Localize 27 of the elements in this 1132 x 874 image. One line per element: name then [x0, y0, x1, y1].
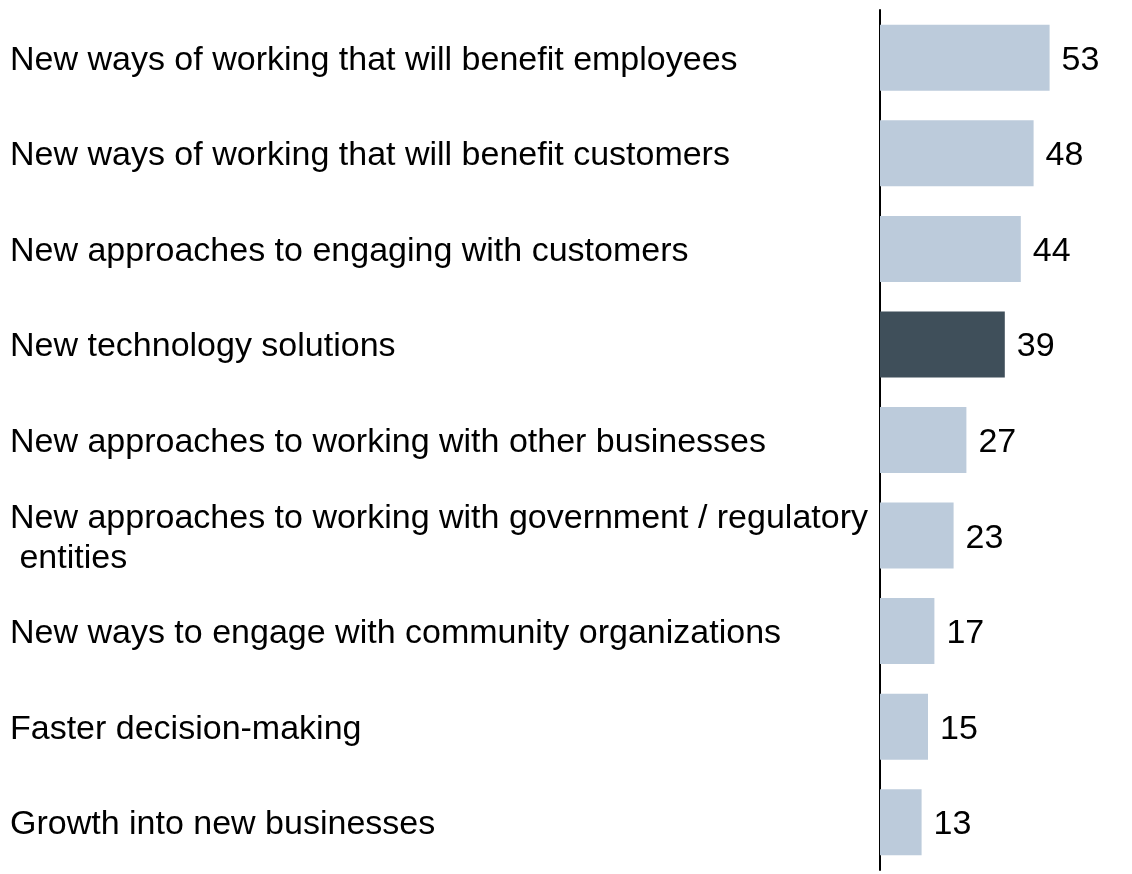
- bar: [880, 24, 1050, 91]
- data-label: 27: [978, 421, 1017, 459]
- y-tick-label: New technology solutions: [10, 325, 396, 364]
- data-label: 13: [933, 803, 972, 842]
- y-tick-label: Growth into new businesses: [10, 803, 436, 842]
- y-tick-label: New approaches to working with government / regulatory entities: [10, 496, 868, 575]
- y-tick-label: New approaches to engaging with customers: [10, 229, 689, 268]
- data-label: 15: [940, 707, 978, 746]
- data-label: 44: [1032, 229, 1071, 268]
- bar: [880, 789, 922, 856]
- y-tick-label: New ways of working that will benefit employees: [10, 38, 738, 77]
- data-label: 17: [946, 612, 985, 651]
- y-tick-label: New ways to engage with community organizations: [10, 612, 782, 651]
- bar: [880, 311, 1005, 378]
- data-label: 53: [1061, 38, 1100, 77]
- bar: [880, 407, 967, 473]
- bar: [880, 693, 928, 760]
- bar: [880, 598, 935, 665]
- data-label: 48: [1045, 134, 1084, 173]
- y-tick-label: New ways of working that will benefit customers: [10, 134, 730, 173]
- bar: [880, 502, 954, 569]
- y-tick-label: New approaches to working with other businesses: [10, 421, 766, 459]
- bar: [880, 215, 1021, 282]
- bar: [880, 120, 1034, 187]
- data-label: 23: [965, 516, 1004, 555]
- y-tick-label: Faster decision-making: [10, 707, 362, 746]
- data-label: 39: [1016, 325, 1055, 364]
